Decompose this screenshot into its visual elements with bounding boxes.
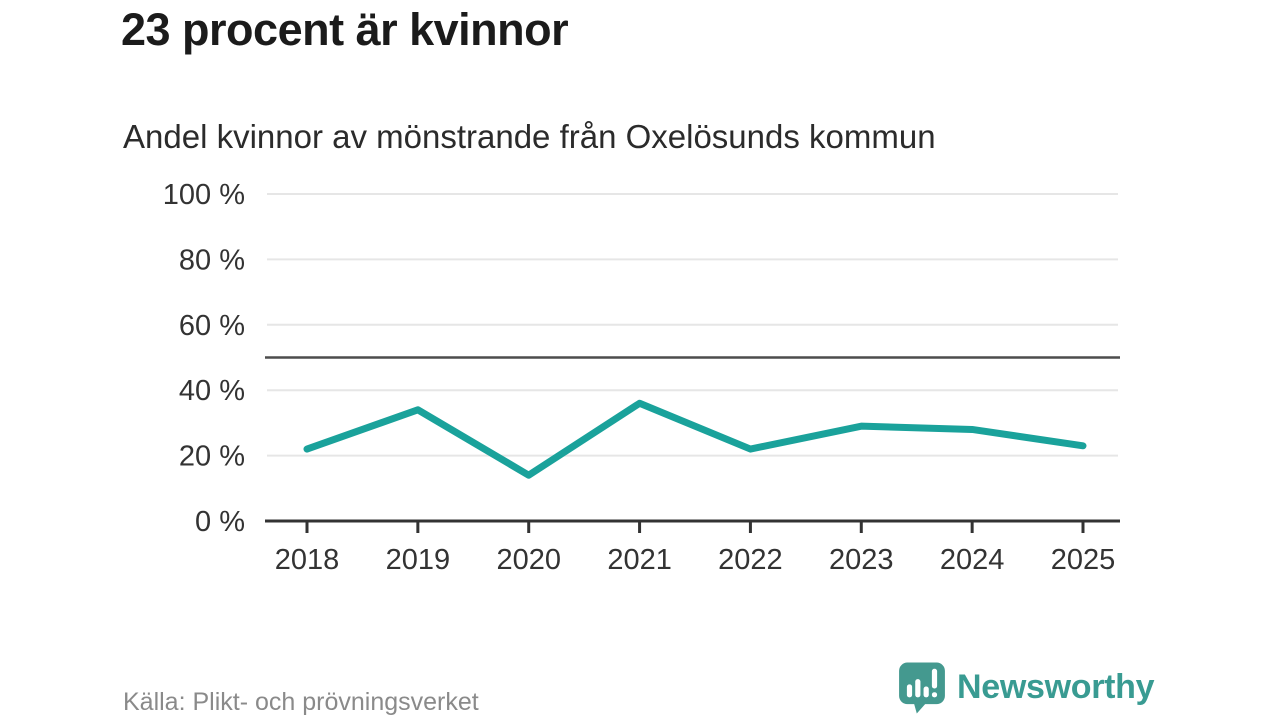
- line-chart: 0 % 20 % 40 % 60 % 80 % 100 % 2018 2019 2020 2021…: [163, 179, 1120, 576]
- chart-subtitle: Andel kvinnor av mönstrande från Oxelösu…: [123, 118, 936, 155]
- x-axis-label: 2022: [718, 544, 783, 576]
- y-axis-label: 80 %: [179, 244, 245, 276]
- y-axis-label: 60 %: [179, 310, 245, 342]
- x-axis-label: 2018: [275, 544, 340, 576]
- bar-chart-speech-bubble-icon: [899, 662, 945, 714]
- x-axis-label: 2023: [829, 544, 894, 576]
- logo-bar-2: [915, 679, 921, 698]
- logo-bar-3: [923, 686, 929, 698]
- y-axis-label: 20 %: [179, 441, 245, 473]
- source-note: Källa: Plikt- och prövningsverket: [123, 688, 479, 716]
- logo-exclamation-dot: [931, 692, 938, 698]
- x-axis-label: 2020: [496, 544, 561, 576]
- newsworthy-logo-text: Newsworthy: [957, 668, 1155, 706]
- logo-exclamation-bar: [931, 668, 938, 689]
- y-axis-label: 0 %: [195, 506, 245, 538]
- x-axis-label: 2019: [386, 544, 451, 576]
- y-axis-label: 40 %: [179, 375, 245, 407]
- x-axis-label: 2021: [607, 544, 672, 576]
- logo-bar-1: [906, 684, 913, 698]
- x-axis-label: 2025: [1051, 544, 1116, 576]
- newsworthy-logo: Newsworthy: [897, 661, 1155, 714]
- data-line: [303, 399, 1087, 479]
- x-axis-label: 2024: [940, 544, 1005, 576]
- y-axis-label: 100 %: [163, 179, 245, 211]
- chart-title: 23 procent är kvinnor: [121, 4, 569, 55]
